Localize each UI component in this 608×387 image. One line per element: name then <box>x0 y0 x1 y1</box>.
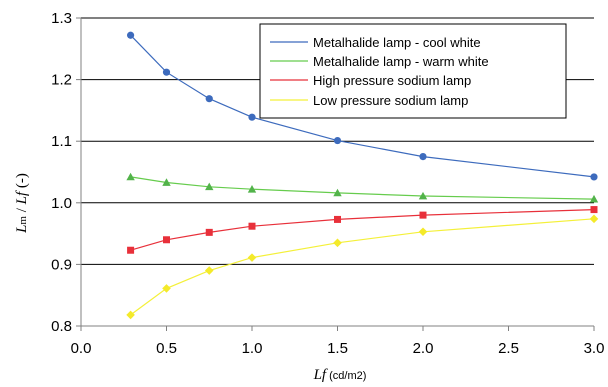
series-1 <box>126 31 598 181</box>
y-tick-label: 1.2 <box>51 72 72 89</box>
data-point <box>247 253 257 262</box>
y-tick-label: 1.1 <box>51 133 72 150</box>
legend: Metalhalide lamp - cool white Metalhalid… <box>259 23 567 119</box>
x-tick-label: 0.0 <box>71 340 92 357</box>
y-tick-label: 1.0 <box>51 195 72 212</box>
data-point <box>419 211 427 219</box>
data-point <box>418 191 428 200</box>
data-point <box>248 222 256 230</box>
x-tick-label: 1.0 <box>242 340 263 357</box>
series-4 <box>126 214 599 320</box>
data-point <box>162 68 171 76</box>
tick-labels: 0.8 0.9 1.0 1.1 1.2 1.3 0.0 0.5 1.0 1.5 2.0 2.5 3.0 <box>51 10 604 357</box>
legend-label-cool-white: Metalhalide lamp - cool white <box>313 35 481 50</box>
x-axis-title: Lf (cd/m2) <box>313 367 367 383</box>
data-point <box>333 238 342 248</box>
series-lines <box>126 31 599 320</box>
data-point <box>126 310 135 320</box>
data-point <box>333 136 342 145</box>
data-point <box>589 214 599 224</box>
y-tick-label: 0.9 <box>51 256 72 273</box>
axes <box>76 17 595 331</box>
series-2 <box>126 172 599 203</box>
data-point <box>333 188 342 197</box>
x-tick-label: 3.0 <box>584 340 605 357</box>
y-axis-title: Lm / Lf (-) <box>14 173 30 234</box>
data-point <box>590 206 598 214</box>
legend-label-warm-white: Metalhalide lamp - warm white <box>313 54 489 69</box>
data-point <box>162 178 171 186</box>
data-point <box>205 182 214 191</box>
data-point <box>126 172 135 181</box>
data-point <box>127 246 135 254</box>
x-tick-label: 1.5 <box>327 340 348 357</box>
data-point <box>126 31 135 39</box>
x-tick-label: 2.0 <box>413 340 434 357</box>
data-point <box>419 153 427 161</box>
data-point <box>248 113 256 121</box>
legend-label-low-pressure-sodium: Low pressure sodium lamp <box>313 93 468 108</box>
data-point <box>590 173 598 181</box>
data-point <box>334 215 341 223</box>
data-point <box>418 227 428 237</box>
legend-box <box>259 23 567 119</box>
y-tick-label: 0.8 <box>51 318 72 335</box>
data-point <box>205 228 213 236</box>
data-point <box>589 194 599 203</box>
data-point <box>247 185 257 193</box>
data-point <box>204 266 214 275</box>
data-point <box>205 95 213 103</box>
series-3 <box>127 206 598 254</box>
y-tick-label: 1.3 <box>51 10 72 27</box>
x-tick-label: 2.5 <box>498 340 519 357</box>
data-point <box>162 284 171 293</box>
x-tick-label: 0.5 <box>156 340 177 357</box>
data-point <box>163 236 170 244</box>
legend-label-high-pressure-sodium: High pressure sodium lamp <box>313 73 471 88</box>
